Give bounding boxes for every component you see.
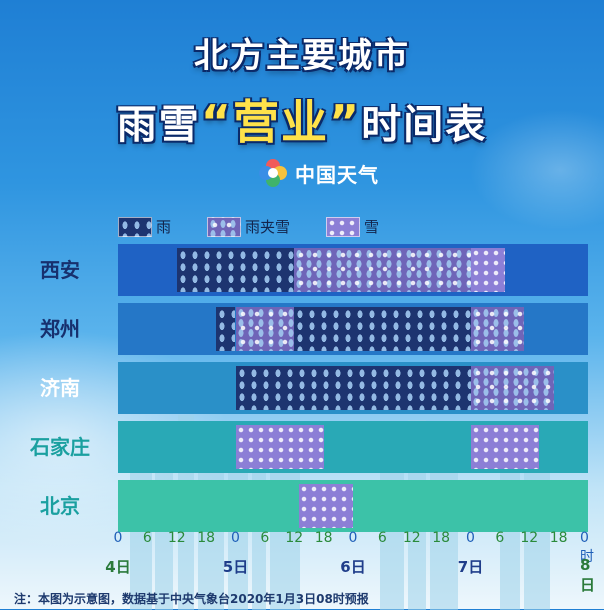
chart-title-line1: 北方主要城市 [194,36,410,76]
tick-label: 18 [432,530,451,546]
tick-label: 6 [377,530,387,546]
tick-label: 12 [167,530,186,546]
tick-label: 12 [520,530,539,546]
tick-label: 0 [113,530,123,546]
legend-swatch-mixed [207,216,242,237]
title-highlight: “营业” [200,95,362,149]
day-label: 8日 [580,556,596,594]
segment-snow [470,248,505,292]
china-weather-logo-icon [259,159,287,187]
tick-label: 6 [142,530,152,546]
timeline-band [118,303,588,355]
legend-label-rain: 雨 [156,218,172,236]
legend-swatch-snow [326,216,361,237]
legend-swatch-rain [118,216,152,237]
timeline-band [118,362,588,414]
timeline-band [118,421,588,473]
day-label: 6日 [340,558,366,576]
footnote: 注：本图为示意图，数据基于中央气象台2020年1月3日08时预报 [14,592,369,606]
tick-label: 0 [231,530,240,546]
tick-label: 0时 [580,530,594,565]
legend-item-rain: 雨 [118,216,171,237]
legend: 雨 雨夹雪 雪 [118,216,415,237]
city-label: 北京 [40,494,80,518]
tick-label: 18 [549,530,568,546]
timeline-band [118,244,588,296]
legend-label-mixed: 雨夹雪 [245,218,291,236]
segment-mixed [470,366,554,410]
segment-mixed [294,248,471,292]
day-label: 5日 [222,558,249,576]
tick-label: 12 [402,530,421,546]
segment-snow [299,484,353,528]
tick-label: 6 [260,530,270,546]
city-label: 西安 [40,258,80,282]
timeline-band [118,480,588,532]
segment-snow [235,425,324,469]
segment-mixed [235,307,295,351]
segment-rain [176,248,295,292]
tick-label: 0 [466,530,475,546]
legend-item-mixed: 雨夹雪 [207,216,290,237]
segment-snow [470,425,540,469]
tick-label: 12 [285,530,304,546]
segment-rain [235,366,471,410]
segment-mixed [470,307,525,351]
city-label: 石家庄 [30,435,90,459]
chart-title-line2: 雨雪“营业”时间表 [0,86,604,152]
tick-label: 18 [314,530,333,546]
city-label: 济南 [40,376,80,400]
legend-label-snow: 雪 [364,218,380,236]
day-label: 7日 [457,558,484,576]
tick-label: 6 [495,530,505,546]
logo-text: 中国天气 [295,162,379,187]
segment-rain [215,307,236,351]
title-post: 时间表 [361,102,488,148]
tick-label: 18 [197,530,216,546]
segment-rain [294,307,471,351]
logo: 中国天气 [257,156,379,190]
day-label: 4日 [105,558,131,576]
title-pre: 雨雪 [116,102,201,148]
city-label: 郑州 [40,317,80,341]
legend-item-snow: 雪 [326,216,379,237]
tick-label: 0 [348,530,358,546]
